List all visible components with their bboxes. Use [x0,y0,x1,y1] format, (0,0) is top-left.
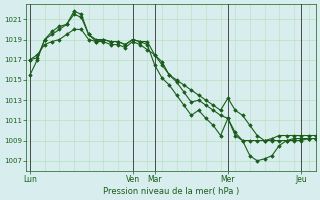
X-axis label: Pression niveau de la mer( hPa ): Pression niveau de la mer( hPa ) [103,187,239,196]
